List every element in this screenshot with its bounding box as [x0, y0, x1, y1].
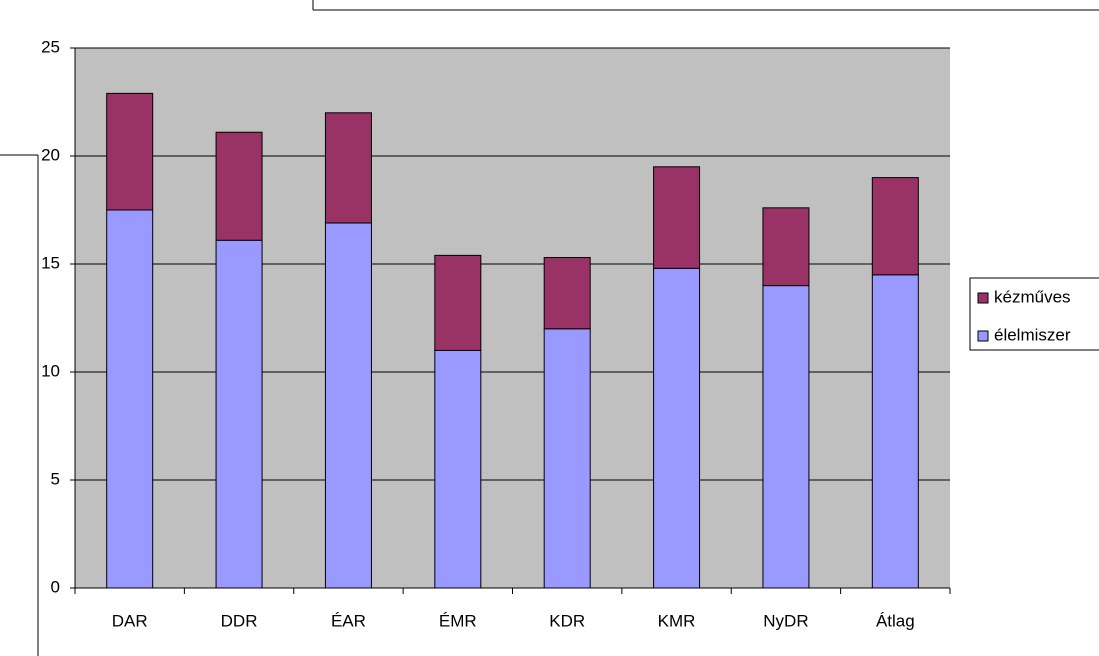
y-tick-label: 0	[51, 577, 60, 596]
bar-segment	[653, 166, 701, 269]
legend-swatch	[977, 330, 989, 342]
x-tick-label: ÉMR	[439, 611, 477, 630]
bar-segment	[324, 112, 372, 224]
bar-segment	[871, 274, 919, 589]
bar-segment	[543, 257, 591, 330]
x-tick-label: KDR	[549, 611, 585, 630]
legend-label: kézműves	[994, 287, 1071, 306]
y-tick-label: 5	[51, 469, 60, 488]
bar-segment	[106, 209, 154, 589]
plot-area	[75, 48, 950, 588]
x-tick-label: DDR	[221, 611, 258, 630]
x-tick-label: ÉAR	[331, 611, 366, 630]
y-tick-label: 10	[41, 361, 60, 380]
bar-segment	[543, 328, 591, 589]
y-tick-label: 25	[41, 37, 60, 56]
bar-segment	[434, 349, 482, 589]
y-tick-label: 20	[41, 145, 60, 164]
bar-segment	[762, 285, 810, 589]
bar-segment	[653, 267, 701, 589]
x-tick-label: DAR	[112, 611, 148, 630]
bar-segment	[215, 239, 263, 589]
bar-segment	[324, 222, 372, 589]
bar-segment	[434, 254, 482, 351]
x-tick-label: KMR	[658, 611, 696, 630]
legend-swatch	[977, 292, 989, 304]
x-tick-label: NyDR	[763, 611, 808, 630]
bar-segment	[871, 177, 919, 276]
y-tick-label: 15	[41, 253, 60, 272]
bar-segment	[215, 131, 263, 241]
x-tick-label: Átlag	[876, 611, 915, 630]
bar-segment	[762, 207, 810, 287]
legend-label: élelmiszer	[994, 325, 1071, 344]
legend-box	[969, 277, 1099, 351]
bar-segment	[106, 92, 154, 211]
